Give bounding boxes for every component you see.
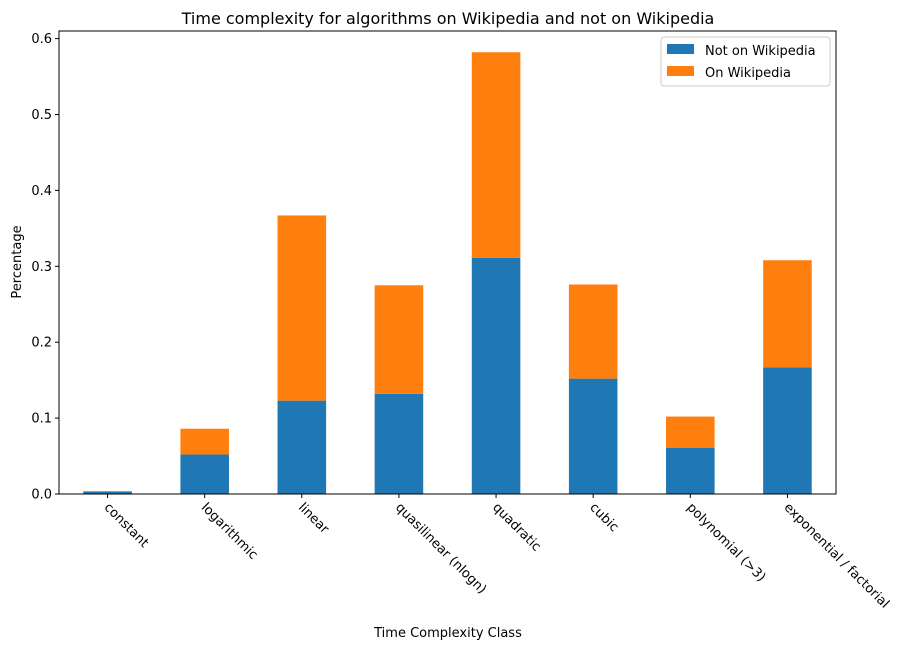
y-tick-label: 0.2 (31, 336, 52, 351)
bars-group (83, 52, 812, 494)
bar-on-wikipedia-polynomial-3 (666, 416, 715, 448)
y-axis-title: Percentage (10, 225, 25, 298)
bar-on-wikipedia-quasilinear-nlogn (374, 285, 424, 394)
chart-title: Time complexity for algorithms on Wikipe… (181, 9, 715, 28)
x-tick-label-quadratic: quadratic (489, 500, 543, 554)
bar-on-wikipedia-linear (277, 215, 327, 401)
x-axis-title: Time Complexity Class (373, 626, 522, 641)
bar-not-on-wikipedia-cubic (568, 378, 618, 494)
legend-swatch-on-wikipedia (667, 66, 694, 76)
bar-not-on-wikipedia-quasilinear-nlogn (374, 393, 424, 494)
plot-area-frame (58, 30, 837, 495)
bar-not-on-wikipedia-quadratic (471, 257, 521, 494)
x-axis: constant logarithmic linear quasilinear (nl… (101, 494, 892, 611)
bar-on-wikipedia-cubic (568, 284, 618, 379)
legend-swatch-not-on-wikipedia (667, 44, 694, 54)
y-axis: 0.0 0.1 0.2 0.3 0.4 0.5 0.6 (31, 32, 59, 503)
bar-not-on-wikipedia-logarithmic (180, 454, 229, 494)
x-tick-label-quasilinear-nlogn: quasilinear (nlogn) (392, 500, 489, 597)
legend-label-not-on-wikipedia: Not on Wikipedia (705, 44, 816, 59)
legend: Not on Wikipedia On Wikipedia (660, 36, 831, 87)
x-tick-label-logarithmic: logarithmic (198, 500, 261, 563)
bar-on-wikipedia-quadratic (471, 52, 521, 258)
y-tick-label: 0.6 (31, 32, 52, 47)
x-tick-label-constant: constant (101, 500, 152, 551)
bar-not-on-wikipedia-linear (277, 400, 327, 494)
x-tick-label-exponential-factorial: exponential / factorial (781, 500, 892, 611)
y-tick-label: 0.4 (31, 184, 52, 199)
bar-not-on-wikipedia-exponential-factorial (763, 367, 812, 494)
legend-box (660, 36, 831, 87)
x-tick-label-linear: linear (295, 500, 332, 537)
bar-on-wikipedia-exponential-factorial (763, 260, 812, 368)
bar-not-on-wikipedia-polynomial-3 (666, 447, 715, 494)
bar-on-wikipedia-logarithmic (180, 428, 229, 455)
legend-label-on-wikipedia: On Wikipedia (705, 66, 791, 81)
x-tick-label-polynomial-3: polynomial (>3) (683, 500, 768, 585)
y-tick-label: 0.5 (31, 108, 52, 123)
bar-on-wikipedia-constant (83, 490, 132, 492)
x-tick-label-cubic: cubic (586, 500, 621, 535)
bar-not-on-wikipedia-constant (83, 491, 132, 494)
y-tick-label: 0.1 (31, 412, 52, 427)
y-tick-label: 0.0 (31, 488, 52, 503)
y-tick-label: 0.3 (31, 260, 52, 275)
